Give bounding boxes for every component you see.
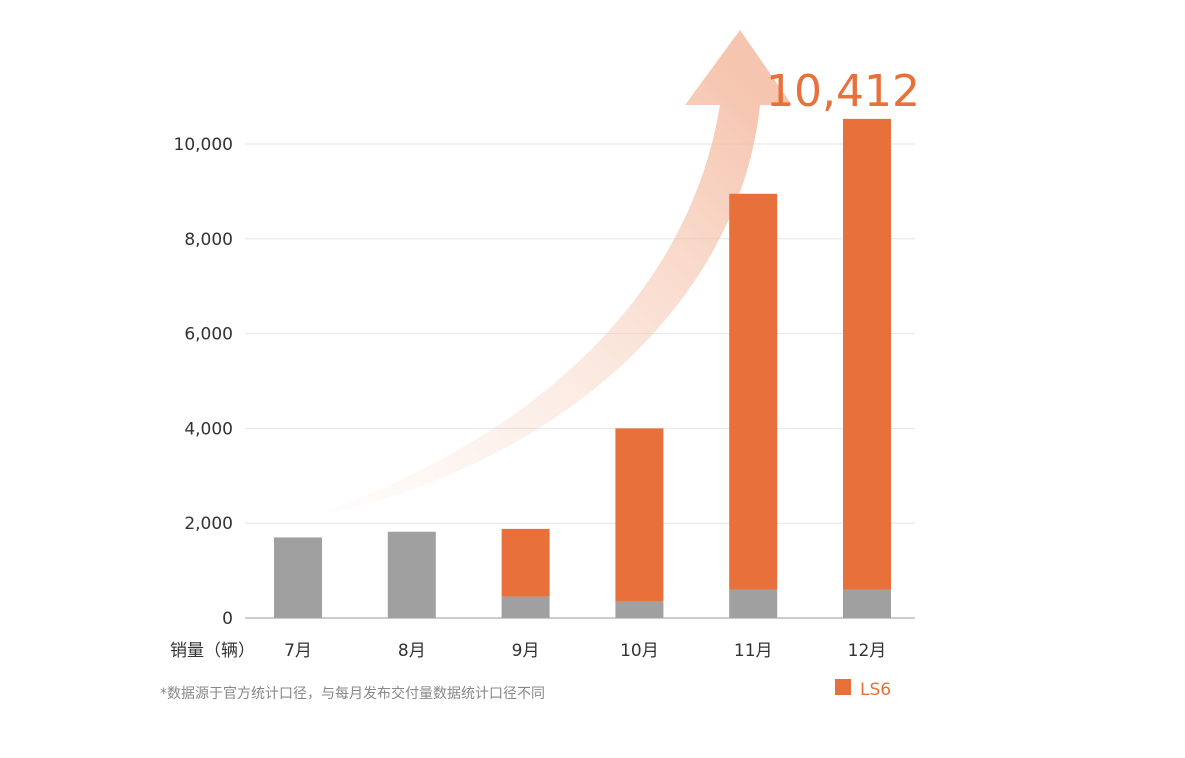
bar-base-12 — [843, 589, 891, 618]
highlight-value: 10,412 — [766, 66, 920, 117]
legend-label-ls6: LS6 — [860, 680, 891, 700]
y-tick-label: 10,000 — [174, 135, 233, 155]
bar-base-8 — [387, 531, 436, 618]
x-tick-label: 9月 — [512, 641, 540, 661]
footnote: *数据源于官方统计口径，与每月发布交付量数据统计口径不同 — [160, 685, 545, 702]
x-tick-label: 12月 — [848, 641, 887, 661]
x-axis-title: 销量（辆） — [170, 641, 255, 661]
bar-ls6-11 — [729, 193, 778, 590]
legend: LS6 — [835, 679, 891, 700]
legend-swatch-ls6 — [835, 679, 851, 695]
bar-base-11 — [729, 589, 778, 618]
y-tick-label: 6,000 — [184, 325, 233, 345]
bar-ls6-10 — [615, 428, 664, 602]
y-tick-label: 8,000 — [184, 230, 233, 250]
bar-base-10 — [615, 601, 664, 618]
y-tick-label: 0 — [222, 609, 233, 629]
bar-ls6-12 — [843, 118, 891, 590]
x-axis: 7月 8月 9月 10月 11月 12月 — [284, 641, 886, 661]
trend-arrow-shaft — [300, 105, 760, 520]
x-tick-label: 7月 — [284, 641, 312, 661]
trend-arrow-head — [685, 30, 792, 105]
bars-layer — [274, 118, 891, 618]
y-axis: 0 2,000 4,000 6,000 8,000 10,000 — [174, 135, 233, 629]
bar-base-7 — [274, 537, 322, 618]
x-tick-label: 8月 — [398, 641, 426, 661]
x-tick-label: 10月 — [620, 641, 659, 661]
bar-base-9 — [501, 596, 550, 618]
x-tick-label: 11月 — [734, 641, 773, 661]
trend-arrow — [300, 30, 792, 520]
grid-layer — [245, 143, 915, 619]
y-tick-label: 4,000 — [184, 419, 233, 439]
bar-ls6-9 — [501, 528, 550, 597]
y-tick-label: 2,000 — [184, 514, 233, 534]
